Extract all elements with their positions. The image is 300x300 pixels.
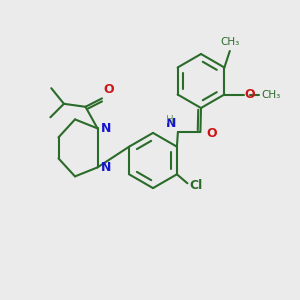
Text: O: O <box>206 127 217 140</box>
Text: Cl: Cl <box>189 179 202 192</box>
Text: O: O <box>103 83 114 96</box>
Text: N: N <box>166 117 176 130</box>
Text: CH₃: CH₃ <box>261 89 280 100</box>
Text: N: N <box>101 161 112 174</box>
Text: O: O <box>245 88 255 101</box>
Text: H: H <box>166 116 173 125</box>
Text: N: N <box>101 122 112 135</box>
Text: CH₃: CH₃ <box>220 38 239 47</box>
